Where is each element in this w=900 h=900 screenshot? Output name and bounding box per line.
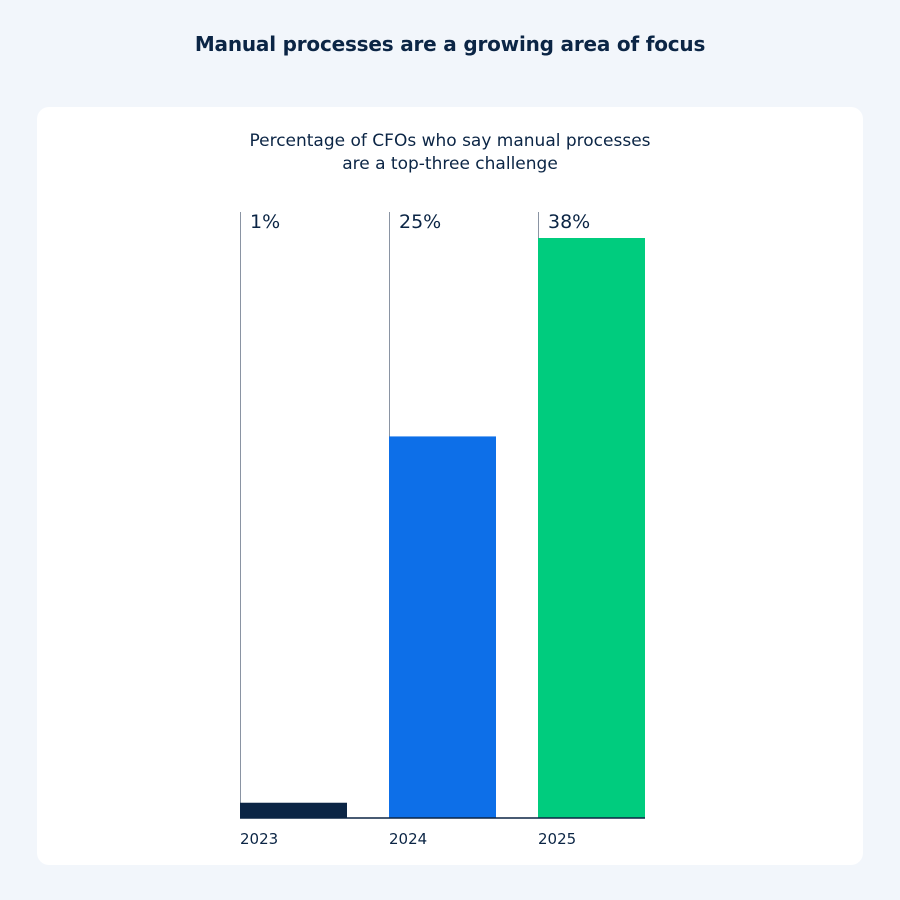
bar-2024: [389, 436, 496, 818]
x-tick-label-2025: 2025: [538, 830, 576, 848]
value-label-2025: 38%: [548, 211, 590, 233]
x-tick-label-2023: 2023: [240, 830, 278, 848]
value-label-2024: 25%: [399, 211, 441, 233]
chart-title: Percentage of CFOs who say manual proces…: [0, 130, 900, 176]
bar-2023: [240, 802, 347, 818]
chart-title-line-2: are a top-three challenge: [342, 154, 558, 174]
x-tick-label-2024: 2024: [389, 830, 427, 848]
chart-title-line-1: Percentage of CFOs who say manual proces…: [249, 131, 651, 151]
bar-2025: [538, 238, 645, 818]
page-title: Manual processes are a growing area of f…: [194, 32, 706, 56]
value-label-2023: 1%: [250, 211, 280, 233]
